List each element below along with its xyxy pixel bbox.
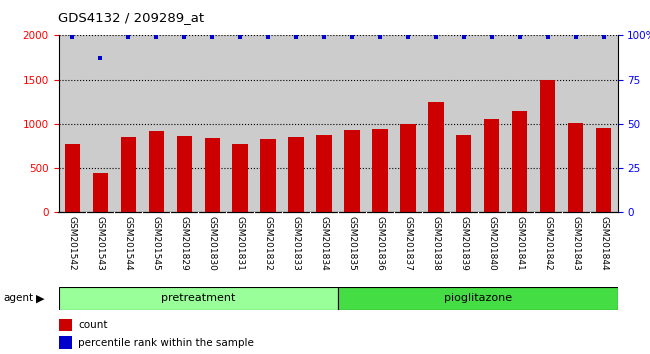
Text: GSM201840: GSM201840: [488, 216, 496, 271]
Bar: [58, 287, 338, 310]
Text: GSM201837: GSM201837: [404, 216, 412, 271]
Bar: [93, 172, 108, 212]
Text: pioglitazone: pioglitazone: [444, 293, 512, 303]
Text: ▶: ▶: [36, 293, 44, 303]
Bar: [338, 287, 618, 310]
Bar: [149, 131, 164, 212]
Text: GSM201831: GSM201831: [236, 216, 244, 271]
Text: GSM201834: GSM201834: [320, 216, 328, 271]
Text: GSM201836: GSM201836: [376, 216, 384, 271]
Bar: [177, 136, 192, 212]
Bar: [58, 336, 72, 349]
Bar: [456, 135, 471, 212]
Text: agent: agent: [3, 293, 33, 303]
Text: GSM201545: GSM201545: [152, 216, 161, 271]
Text: GDS4132 / 209289_at: GDS4132 / 209289_at: [58, 11, 205, 24]
Bar: [372, 129, 387, 212]
Text: percentile rank within the sample: percentile rank within the sample: [78, 338, 254, 348]
Text: GSM201835: GSM201835: [348, 216, 356, 271]
Bar: [289, 137, 304, 212]
Text: GSM201829: GSM201829: [180, 216, 188, 271]
Text: GSM201830: GSM201830: [208, 216, 216, 271]
Bar: [512, 110, 527, 212]
Bar: [344, 130, 359, 212]
Text: GSM201841: GSM201841: [515, 216, 524, 271]
Bar: [261, 138, 276, 212]
Bar: [233, 144, 248, 212]
Bar: [428, 102, 443, 212]
Text: GSM201839: GSM201839: [460, 216, 468, 271]
Text: GSM201542: GSM201542: [68, 216, 77, 271]
Bar: [568, 123, 583, 212]
Text: GSM201833: GSM201833: [292, 216, 300, 271]
Bar: [484, 119, 499, 212]
Bar: [317, 135, 332, 212]
Text: GSM201543: GSM201543: [96, 216, 105, 271]
Bar: [58, 319, 72, 331]
Text: GSM201838: GSM201838: [432, 216, 440, 271]
Text: GSM201544: GSM201544: [124, 216, 133, 271]
Text: GSM201843: GSM201843: [571, 216, 580, 271]
Text: pretreatment: pretreatment: [161, 293, 235, 303]
Bar: [596, 128, 611, 212]
Bar: [400, 124, 415, 212]
Text: GSM201844: GSM201844: [599, 216, 608, 271]
Bar: [65, 144, 80, 212]
Bar: [205, 138, 220, 212]
Bar: [121, 137, 136, 212]
Text: GSM201842: GSM201842: [543, 216, 552, 271]
Text: count: count: [78, 320, 107, 330]
Bar: [540, 80, 555, 212]
Text: GSM201832: GSM201832: [264, 216, 272, 271]
